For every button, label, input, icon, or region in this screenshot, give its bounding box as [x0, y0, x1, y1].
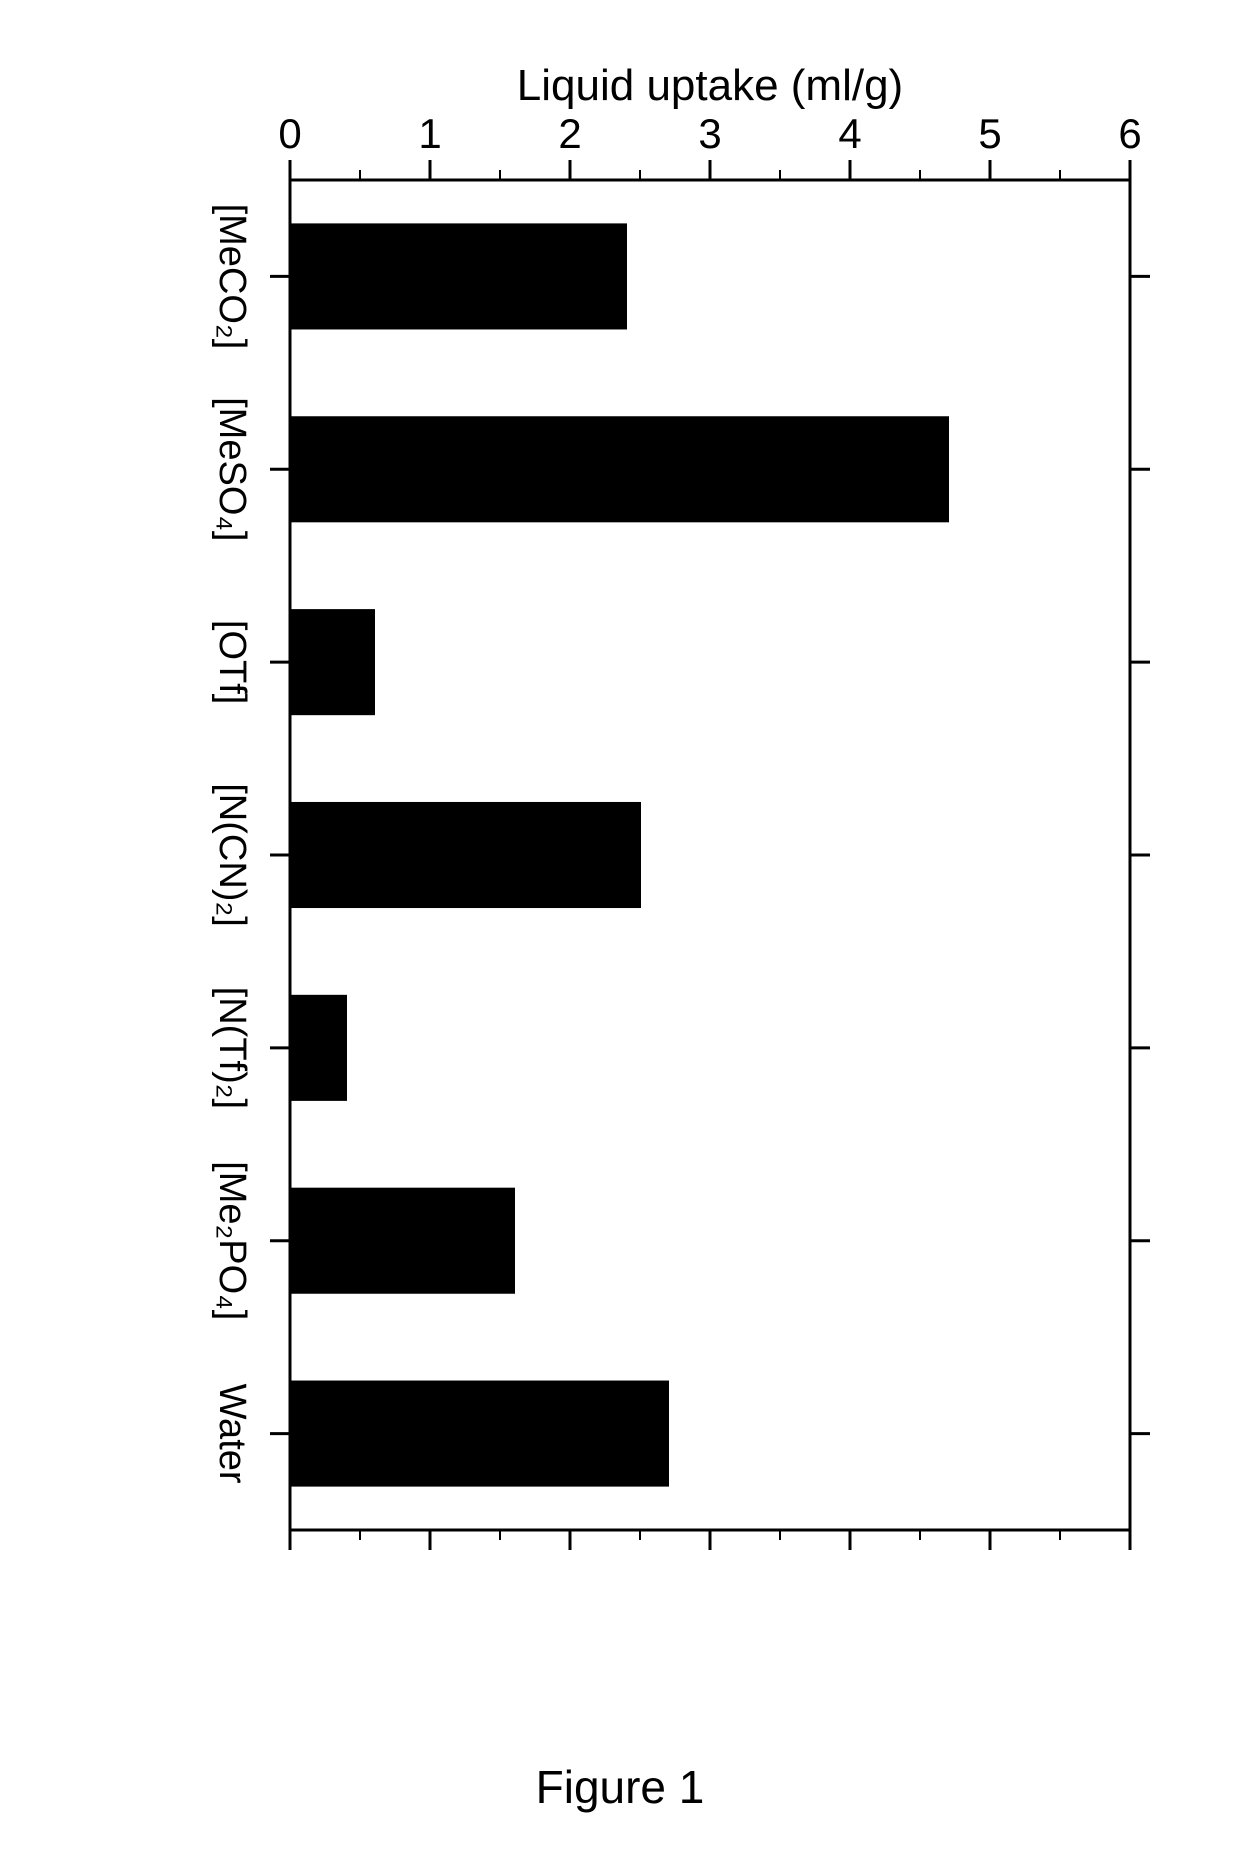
bar — [291, 1381, 669, 1487]
y-tick-label: 1 — [418, 110, 441, 157]
category-label: Water — [211, 1384, 253, 1484]
y-tick-label: 0 — [278, 110, 301, 157]
category-label: [Me₂PO₄] — [211, 1161, 253, 1320]
y-tick-label: 3 — [698, 110, 721, 157]
bar — [291, 1188, 515, 1294]
bar — [291, 223, 627, 329]
category-label: [N(CN)₂] — [211, 783, 253, 927]
figure-caption: Figure 1 — [536, 1760, 705, 1814]
chart-svg: Liquid uptake (ml/g) 0 1 2 3 4 5 6 [MeCO₂] [MeSO₄… — [0, 40, 1240, 1740]
y-tick-label: 5 — [978, 110, 1001, 157]
bar — [291, 609, 375, 715]
liquid-uptake-bar-chart: Liquid uptake (ml/g) 0 1 2 3 4 5 6 [MeCO₂] [MeSO₄… — [0, 40, 1240, 1745]
bar — [291, 802, 641, 908]
page: Liquid uptake (ml/g) 0 1 2 3 4 5 6 [MeCO₂] [MeSO₄… — [0, 0, 1240, 1861]
y-tick-label: 6 — [1118, 110, 1141, 157]
y-tick-label: 2 — [558, 110, 581, 157]
category-label: [MeCO₂] — [211, 204, 253, 350]
y-tick-label: 4 — [838, 110, 861, 157]
bar — [291, 416, 949, 522]
y-axis-label: Liquid uptake (ml/g) — [517, 61, 903, 110]
bar — [291, 995, 347, 1101]
category-label: [MeSO₄] — [211, 397, 253, 541]
category-label: [N(Tf)₂] — [211, 987, 253, 1109]
category-label: [OTf] — [211, 620, 253, 704]
